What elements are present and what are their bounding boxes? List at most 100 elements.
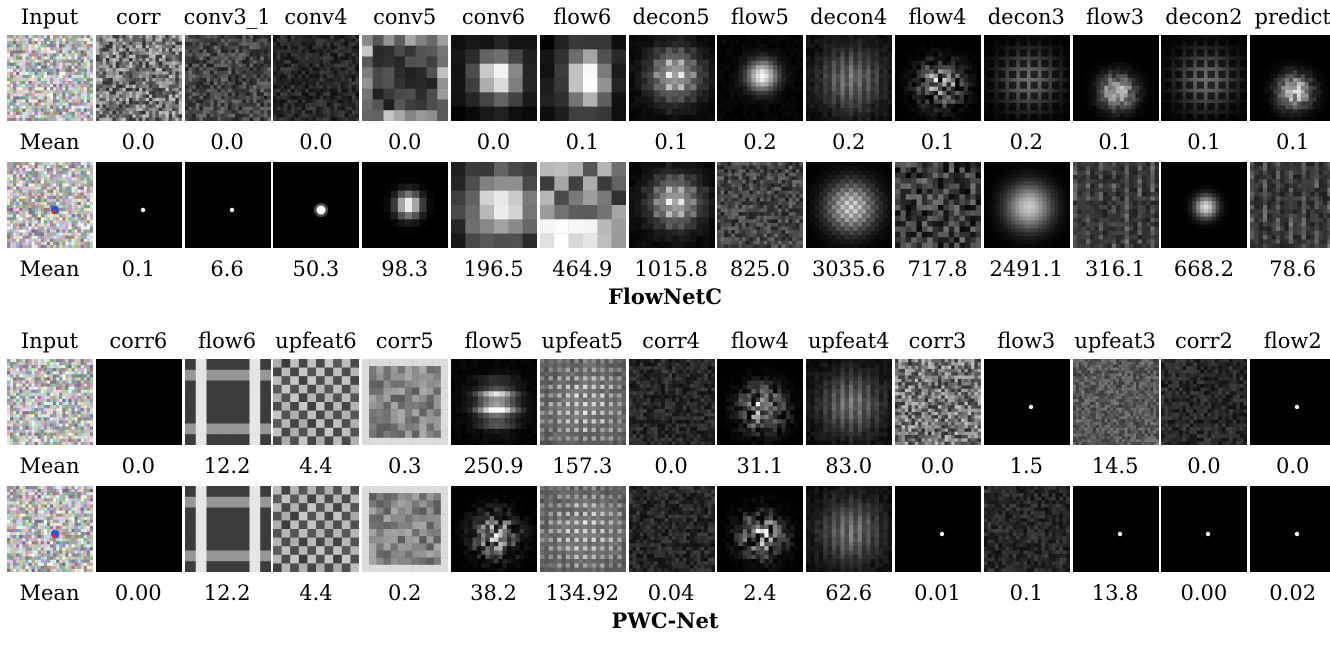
pwcnet-tile-a-1 [95, 359, 182, 445]
pwcnet-mean-a-5: 250.9 [463, 454, 524, 478]
pwcnet-header-10: corr3 [908, 329, 967, 353]
pwcnet-header-4: corr5 [375, 329, 434, 353]
flownetc-mean-a-10: 0.1 [920, 130, 955, 154]
flownetc-tile-a-0 [7, 35, 93, 121]
pwcnet-header-9: upfeat4 [807, 329, 890, 353]
flownetc-mean-a-9: 0.2 [831, 130, 866, 154]
flownetc-tile-b-5 [451, 162, 537, 248]
pwcnet-mean-b-14: 0.02 [1269, 581, 1317, 605]
flownetc-tile-a-13 [1161, 35, 1248, 121]
pwcnet-tile-b-13 [1161, 486, 1248, 572]
flownetc-mean-b-3: 50.3 [292, 257, 340, 281]
pwcnet-header-5: flow5 [464, 329, 523, 353]
flownetc-mean-a-2: 0.0 [210, 130, 244, 154]
pwcnet-header-8: flow4 [730, 329, 789, 353]
pwcnet-tile-a-14 [1250, 359, 1330, 445]
pwcnet-header-12: upfeat3 [1074, 329, 1156, 353]
flownetc-tile-b-12 [1072, 162, 1159, 248]
flownetc-tile-b-13 [1161, 162, 1248, 248]
pwcnet-mean-b-3: 4.4 [299, 581, 333, 605]
pwcnet-header-0: Input [20, 329, 79, 353]
pwcnet-tile-a-3 [273, 359, 360, 445]
flownetc-caption: FlowNetC [608, 284, 722, 309]
pwcnet-tile-a-8 [717, 359, 804, 445]
pwcnet-tile-b-4 [362, 486, 449, 572]
flownetc-header-5: conv6 [461, 5, 526, 29]
pwcnet-tile-a-6 [539, 359, 626, 445]
flownetc-header-8: flow5 [730, 5, 789, 29]
pwcnet-tile-b-0 [7, 486, 93, 572]
flownetc-tile-b-2 [184, 162, 271, 248]
flownetc-tile-a-7 [628, 35, 715, 121]
flownetc-tile-b-6 [539, 162, 626, 248]
pwcnet-mean-b-1: 0.00 [114, 581, 162, 605]
flownetc-mean-b-7: 1015.8 [634, 257, 708, 281]
pwcnet-tile-b-1 [95, 486, 182, 572]
flownetc-tile-b-0 [7, 162, 93, 248]
pwcnet-tile-b-12 [1072, 486, 1159, 572]
flownetc-tile-a-9 [806, 35, 893, 121]
flownetc-mean-a-3: 0.0 [299, 130, 333, 154]
pwcnet-mean-a-6: 157.3 [552, 454, 613, 478]
flownetc-tile-b-7 [628, 162, 715, 248]
pwcnet-caption: PWC-Net [611, 608, 719, 633]
pwcnet-mean-label-b: Mean [19, 581, 80, 605]
flownetc-tile-a-2 [184, 35, 271, 121]
flownetc-tile-b-8 [717, 162, 804, 248]
pwcnet-header-7: corr4 [642, 329, 701, 353]
pwcnet-mean-a-7: 0.0 [654, 454, 688, 478]
pwcnet-header-1: corr6 [109, 329, 168, 353]
flownetc-header-0: Input [20, 5, 79, 29]
flownetc-header-10: flow4 [908, 5, 967, 29]
flownetc-tile-a-8 [717, 35, 804, 121]
pwcnet-tile-b-8 [717, 486, 804, 572]
flownetc-header-3: conv4 [284, 5, 348, 29]
pwcnet-tile-a-7 [628, 359, 715, 445]
flownetc-mean-b-14: 78.6 [1269, 257, 1317, 281]
flownetc-tile-a-5 [451, 35, 537, 121]
pwcnet-tile-b-9 [806, 486, 893, 572]
flownetc-tile-a-14 [1250, 35, 1330, 121]
pwcnet-mean-a-9: 83.0 [825, 454, 873, 478]
flownetc-tile-a-10 [895, 35, 981, 121]
flownetc-header-2: conv3_1 [183, 5, 271, 29]
pwcnet-tile-a-11 [983, 359, 1070, 445]
pwcnet-mean-b-11: 0.1 [1009, 581, 1043, 605]
flownetc-mean-a-14: 0.1 [1275, 130, 1310, 154]
pwcnet-header-11: flow3 [997, 329, 1056, 353]
flownetc-tile-b-10 [895, 162, 981, 248]
flownetc-header-12: flow3 [1086, 5, 1145, 29]
flownetc-tile-a-6 [539, 35, 626, 121]
flownetc-tile-b-1 [95, 162, 182, 248]
flownetc-tile-b-14 [1250, 162, 1330, 248]
flownetc-mean-b-2: 6.6 [210, 257, 244, 281]
pwcnet-tile-a-10 [895, 359, 981, 445]
pwcnet-header-3: upfeat6 [275, 329, 357, 353]
flownetc-mean-b-6: 464.9 [552, 257, 613, 281]
flownetc-mean-a-5: 0.0 [476, 130, 511, 154]
pwcnet-tile-a-0 [7, 359, 93, 445]
flownetc-tile-b-4 [362, 162, 449, 248]
pwcnet-tile-b-7 [628, 486, 715, 572]
flownetc-mean-label-b: Mean [19, 257, 80, 281]
pwcnet-mean-label-a: Mean [19, 454, 80, 478]
flownetc-tile-b-9 [806, 162, 893, 248]
pwcnet-tile-a-5 [451, 359, 537, 445]
pwcnet-header-14: flow2 [1263, 329, 1322, 353]
pwcnet-tile-b-11 [983, 486, 1070, 572]
pwcnet-tile-a-13 [1161, 359, 1248, 445]
pwcnet-mean-b-8: 2.4 [743, 581, 777, 605]
pwcnet-tile-a-2 [184, 359, 271, 445]
flownetc-mean-a-12: 0.1 [1098, 130, 1132, 154]
pwcnet-mean-a-8: 31.1 [736, 454, 784, 478]
flownetc-tile-a-12 [1072, 35, 1159, 121]
pwcnet-mean-b-12: 13.8 [1091, 581, 1139, 605]
flownetc-mean-a-1: 0.0 [121, 130, 155, 154]
flownetc-header-9: decon4 [810, 5, 888, 29]
flownetc-mean-label-a: Mean [19, 130, 80, 154]
pwcnet-tile-b-6 [539, 486, 626, 572]
flownetc-mean-b-13: 668.2 [1173, 257, 1234, 281]
flownetc-header-13: decon2 [1165, 5, 1243, 29]
pwcnet-mean-a-10: 0.0 [920, 454, 955, 478]
flownetc-mean-a-8: 0.2 [743, 130, 777, 154]
